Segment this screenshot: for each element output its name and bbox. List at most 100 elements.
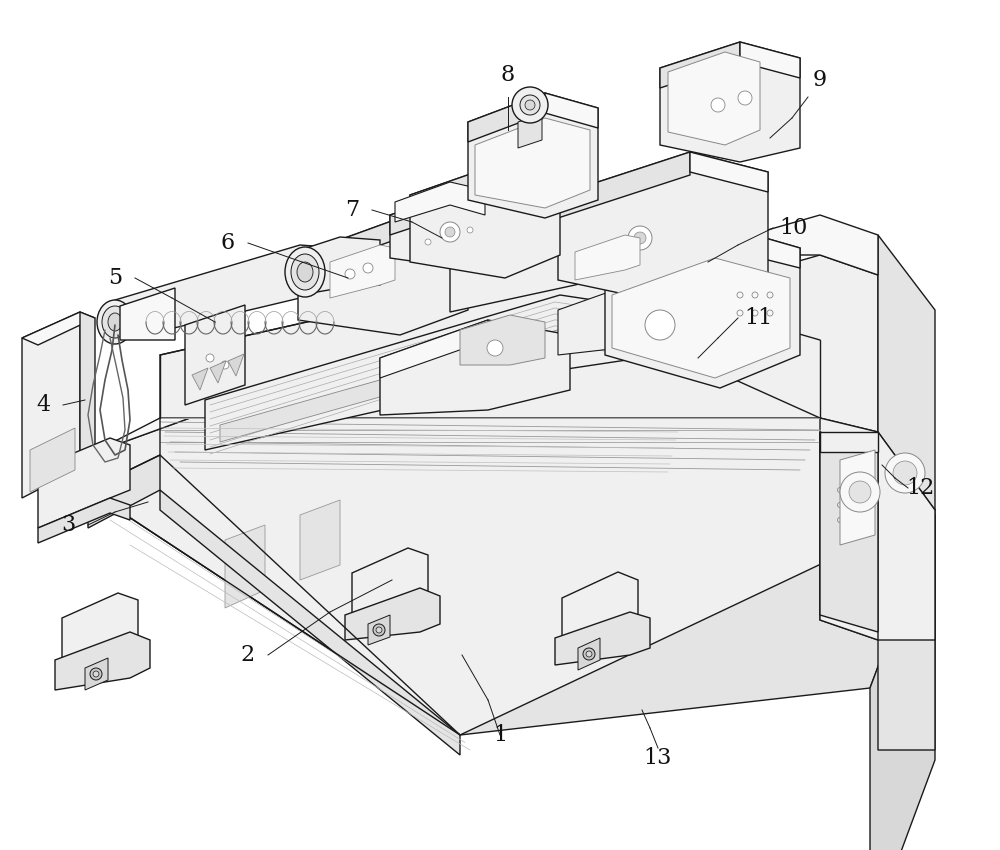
Text: 10: 10 [779,217,807,239]
Ellipse shape [297,262,313,282]
Polygon shape [660,42,740,88]
Polygon shape [820,432,878,452]
Polygon shape [30,428,75,492]
Polygon shape [345,588,440,640]
Polygon shape [62,593,138,668]
Text: 3: 3 [61,514,75,536]
Circle shape [711,98,725,112]
Text: 8: 8 [501,64,515,86]
Ellipse shape [291,254,319,290]
Polygon shape [210,361,226,383]
Polygon shape [660,42,800,162]
Circle shape [363,263,373,273]
Polygon shape [22,312,95,345]
Circle shape [885,453,925,493]
Polygon shape [380,320,570,415]
Polygon shape [88,490,935,735]
Polygon shape [410,162,560,278]
Polygon shape [50,418,88,490]
Polygon shape [160,490,460,755]
Polygon shape [578,638,600,670]
Polygon shape [368,615,390,645]
Circle shape [840,472,880,512]
Polygon shape [870,515,935,850]
Circle shape [520,95,540,115]
Polygon shape [720,225,800,268]
Circle shape [440,222,460,242]
Polygon shape [298,218,468,335]
Polygon shape [38,498,130,543]
Polygon shape [410,162,505,215]
Polygon shape [50,455,88,510]
Polygon shape [518,114,542,148]
Circle shape [373,624,385,636]
Polygon shape [680,255,878,432]
Circle shape [90,668,102,680]
Circle shape [849,481,871,503]
Polygon shape [380,320,488,378]
Polygon shape [820,432,878,632]
Polygon shape [878,432,935,750]
Text: 6: 6 [221,232,235,254]
Polygon shape [558,152,768,308]
Polygon shape [668,52,760,145]
Polygon shape [85,658,108,690]
Polygon shape [395,182,485,222]
Polygon shape [450,212,625,312]
Polygon shape [352,548,428,623]
Polygon shape [160,265,820,418]
Text: 5: 5 [108,267,122,289]
Text: 4: 4 [36,394,50,416]
Polygon shape [475,118,590,208]
Polygon shape [22,312,80,498]
Text: 12: 12 [906,477,934,499]
Polygon shape [192,368,208,390]
Polygon shape [558,288,660,355]
Text: 9: 9 [813,69,827,91]
Polygon shape [205,295,660,450]
Polygon shape [220,318,650,442]
Polygon shape [830,465,870,550]
Polygon shape [575,235,640,280]
Text: 7: 7 [345,199,359,221]
Ellipse shape [108,313,122,331]
Circle shape [221,361,229,369]
Circle shape [487,340,503,356]
Polygon shape [545,93,598,128]
Polygon shape [115,245,340,342]
Circle shape [345,269,355,279]
Polygon shape [558,152,690,218]
Circle shape [425,239,431,245]
Polygon shape [690,152,768,192]
Polygon shape [468,93,545,142]
Polygon shape [390,192,460,235]
Polygon shape [400,218,468,250]
Circle shape [376,627,382,633]
Circle shape [645,310,675,340]
Polygon shape [225,525,265,608]
Polygon shape [185,305,245,405]
Polygon shape [120,288,175,340]
Polygon shape [88,320,935,735]
Polygon shape [605,225,720,288]
Polygon shape [300,237,380,295]
Polygon shape [330,245,395,298]
Polygon shape [228,354,244,376]
Polygon shape [820,432,935,640]
Polygon shape [300,500,340,580]
Polygon shape [298,218,400,275]
Ellipse shape [97,300,133,344]
Circle shape [445,227,455,237]
Circle shape [634,232,646,244]
Circle shape [93,671,99,677]
Text: 13: 13 [644,747,672,769]
Polygon shape [460,315,545,365]
Polygon shape [840,450,875,545]
Polygon shape [605,225,800,388]
Polygon shape [740,42,800,78]
Circle shape [738,91,752,105]
Circle shape [583,648,595,660]
Text: 2: 2 [241,644,255,666]
Polygon shape [820,418,878,640]
Ellipse shape [102,306,128,338]
